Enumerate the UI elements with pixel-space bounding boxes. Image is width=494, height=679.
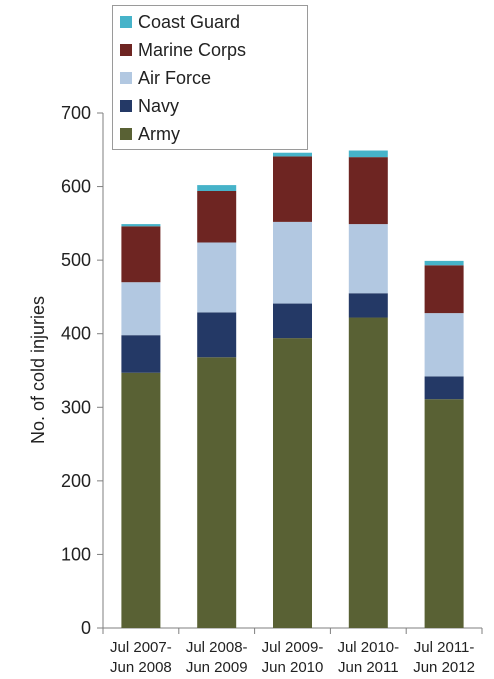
legend-label: Navy (138, 95, 180, 116)
legend-label: Army (138, 123, 180, 144)
bar-segment (121, 335, 161, 373)
legend-item: Coast Guard (120, 11, 240, 33)
legend-label: Air Force (138, 67, 212, 88)
bar-segment (197, 242, 237, 313)
legend-swatch (120, 100, 132, 112)
bar-segment (121, 224, 161, 227)
y-tick-label: 600 (61, 177, 91, 197)
bars (121, 150, 464, 628)
legend-item: Army (120, 123, 180, 145)
x-tick-label: Jul 2007- (110, 639, 172, 656)
bar-segment (424, 265, 464, 314)
y-tick-label: 300 (61, 397, 91, 417)
x-tick-label: Jul 2009- (262, 639, 324, 656)
bar-segment (273, 152, 312, 157)
bar-segment (197, 312, 237, 358)
bar-segment (197, 357, 237, 628)
y-tick-label: 200 (61, 471, 91, 491)
y-tick-label: 0 (81, 618, 91, 638)
bar-segment (273, 338, 312, 628)
legend-swatch (120, 128, 132, 140)
bar-segment (121, 372, 161, 628)
axes: 0 100 200 300 400 500 600 700 Jul 2007- Jun 2008 J… (61, 103, 483, 676)
legend-label: Marine Corps (138, 39, 247, 60)
bar-segment (197, 190, 237, 243)
bar-segment (348, 317, 388, 628)
y-tick-label: 500 (61, 250, 91, 270)
bar-segment (424, 399, 464, 628)
x-tick-label: Jun 2010 (262, 659, 324, 676)
bar-segment (348, 224, 388, 294)
x-tick-label: Jul 2011- (414, 639, 475, 656)
legend: Coast Guard Marine Corps Air Force Navy Army (112, 5, 308, 150)
legend-item: Marine Corps (120, 39, 246, 61)
bar-segment (348, 293, 388, 318)
bar-segment (348, 150, 388, 158)
x-tick-label: Jun 2012 (413, 659, 475, 676)
bar-segment (273, 156, 312, 222)
y-tick-label: 400 (61, 324, 91, 344)
legend-label: Coast Guard (138, 11, 241, 32)
legend-swatch (120, 16, 132, 28)
bar-segment (424, 260, 464, 266)
bar-segment (121, 282, 161, 336)
y-axis-label: No. of cold injuries (28, 296, 48, 444)
legend-item: Air Force (120, 67, 211, 89)
bar-segment (424, 376, 464, 400)
bar-segment (273, 303, 312, 339)
bar-segment (348, 157, 388, 225)
x-tick-label: Jun 2011 (338, 659, 399, 676)
x-tick-label: Jun 2008 (110, 659, 172, 676)
legend-item: Navy (120, 95, 179, 117)
y-tick-label: 700 (61, 103, 91, 123)
legend-swatch (120, 44, 132, 56)
bar-segment (197, 185, 237, 191)
bar-segment (273, 221, 312, 304)
x-tick-label: Jul 2008- (186, 639, 248, 656)
legend-swatch (120, 72, 132, 84)
x-tick-label: Jun 2009 (186, 659, 248, 676)
bar-segment (121, 226, 161, 283)
x-tick-label: Jul 2010- (337, 639, 399, 656)
y-tick-label: 100 (61, 544, 91, 564)
bar-segment (424, 313, 464, 377)
